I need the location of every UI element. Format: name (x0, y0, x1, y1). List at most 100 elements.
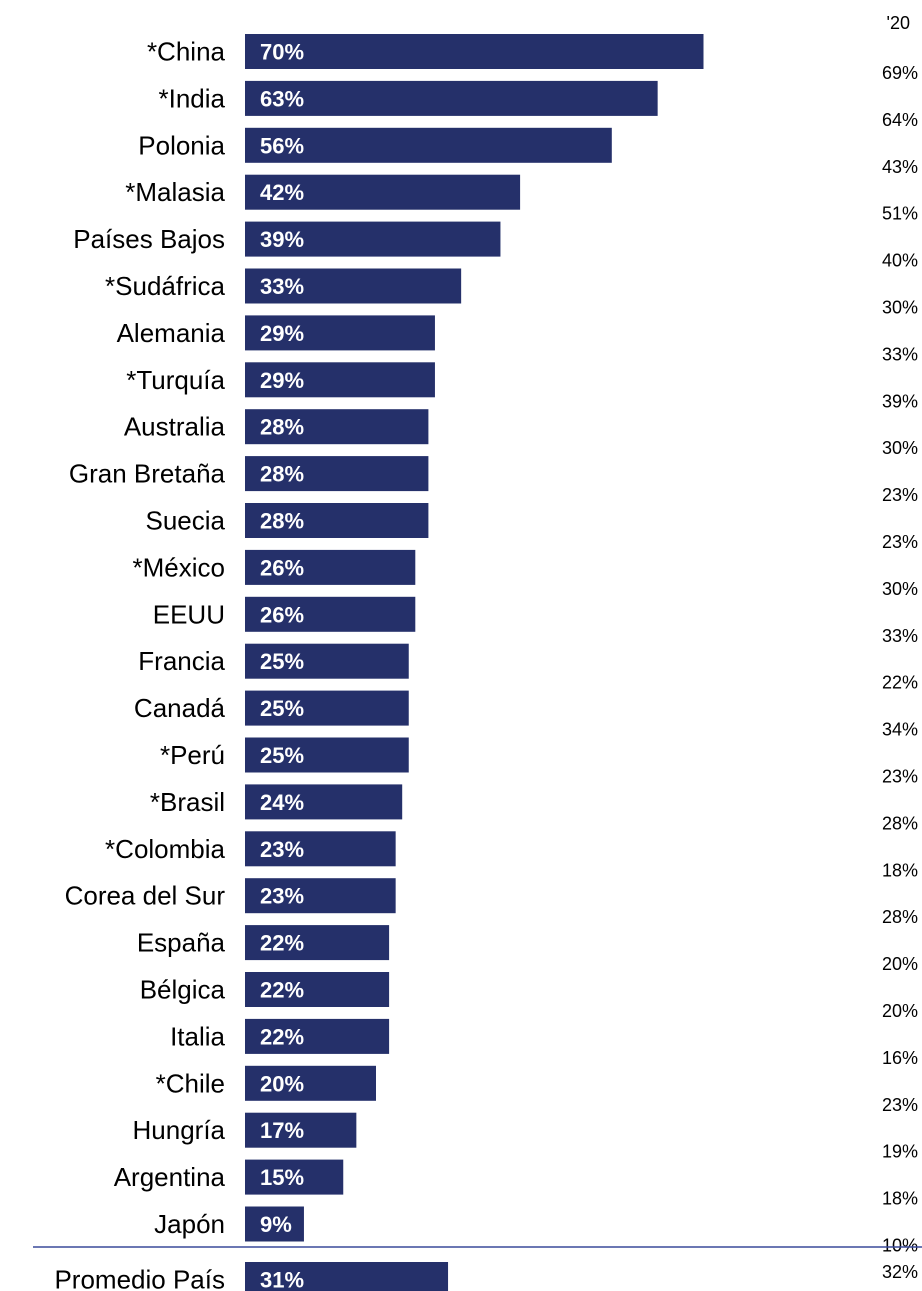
category-label: Hungría (133, 1115, 226, 1145)
category-label: EEUU (153, 599, 225, 629)
bar-value-label: 25% (260, 696, 304, 721)
category-label: Canadá (134, 693, 226, 723)
bar-row: *Brasil 24% 28% (150, 784, 918, 833)
category-label: *Malasia (125, 177, 225, 207)
bar-row: Bélgica 22% 20% (140, 972, 918, 1021)
category-label: España (137, 928, 226, 958)
bar (245, 315, 435, 351)
bar-value-label: 28% (260, 415, 304, 440)
category-label: Polonia (138, 130, 225, 160)
prev-year-value: 28% (882, 907, 918, 927)
category-label: Países Bajos (73, 224, 225, 254)
prev-year-value: 39% (882, 391, 918, 411)
summary-value-label: 31% (260, 1268, 304, 1291)
bar (245, 925, 390, 961)
category-label: Francia (138, 646, 225, 676)
category-label: *Colombia (105, 834, 225, 864)
bar-row: *Sudáfrica 33% 30% (105, 268, 918, 318)
category-label: Australia (124, 412, 226, 442)
bar-value-label: 22% (260, 931, 304, 956)
category-label: Suecia (146, 506, 226, 536)
bar-value-label: 29% (260, 368, 304, 393)
prev-year-value: 20% (882, 954, 918, 974)
category-label: *Brasil (150, 787, 225, 817)
bar-row: Suecia 28% 23% (146, 503, 918, 552)
bar-row: *India 63% 64% (159, 80, 918, 130)
bar (245, 972, 390, 1007)
bar-row: EEUU 26% 33% (153, 596, 918, 646)
bar-value-label: 25% (260, 649, 304, 674)
bar-row: Hungría 17% 19% (133, 1112, 918, 1162)
bar (245, 127, 612, 163)
prev-year-value: 18% (882, 860, 918, 880)
bar (245, 34, 704, 69)
bar-row: España 22% 20% (137, 925, 918, 974)
summary-prev-value: 32% (882, 1262, 918, 1282)
prev-year-value: 19% (882, 1142, 918, 1162)
category-label: *China (147, 37, 226, 67)
summary-bar (245, 1262, 449, 1291)
bar-row: *China 70% 69% (147, 34, 918, 83)
bar-row: Francia 25% 22% (138, 643, 918, 693)
bar (245, 690, 409, 726)
bar-row: Gran Bretaña 28% 23% (69, 456, 918, 505)
bar-value-label: 63% (260, 86, 304, 111)
prev-year-value: 10% (882, 1236, 918, 1256)
bar-value-label: 20% (260, 1071, 304, 1096)
bar-value-label: 28% (260, 462, 304, 487)
prev-year-value: 34% (882, 720, 918, 740)
bar-value-label: 9% (260, 1212, 292, 1237)
bar-row: *Turquía 29% 39% (126, 362, 918, 411)
prev-year-value: 23% (882, 1095, 918, 1115)
prev-year-value: 30% (882, 298, 918, 318)
category-label: Argentina (114, 1162, 226, 1192)
bar-row: Japón 9% 10% (154, 1206, 918, 1256)
bar-value-label: 33% (260, 274, 304, 299)
bar-row: *Perú 25% 23% (160, 737, 918, 787)
bar-row: *México 26% 30% (133, 549, 918, 599)
bar-value-label: 22% (260, 978, 304, 1003)
bar (245, 221, 501, 257)
bar-row: *Colombia 23% 18% (105, 831, 918, 880)
chart-rows: *China 70%69%*India 63%64%Polonia 56%43%*Ma… (65, 34, 918, 1256)
category-label: *Perú (160, 740, 225, 770)
bar-row: Argentina 15% 18% (114, 1159, 918, 1209)
bar (245, 80, 658, 116)
bar (245, 174, 521, 210)
category-label: Alemania (117, 318, 226, 348)
category-label: Corea del Sur (65, 881, 226, 911)
prev-year-value: 16% (882, 1048, 918, 1068)
bar (245, 878, 396, 914)
bar-row: *Chile 20% 23% (156, 1065, 918, 1115)
bar (245, 643, 409, 679)
bar-row: Polonia 56% 43% (138, 127, 918, 177)
bar-value-label: 26% (260, 555, 304, 580)
bar (245, 268, 462, 304)
summary-row: Promedio País 31% 32% (54, 1262, 918, 1291)
bar-row: Canadá 25% 34% (134, 690, 918, 740)
bar-row: *Malasia 42% 51% (125, 174, 918, 224)
bar (245, 1018, 390, 1054)
bar-value-label: 22% (260, 1024, 304, 1049)
bar-value-label: 28% (260, 509, 304, 534)
bar (245, 596, 416, 632)
bar-value-label: 70% (260, 40, 304, 65)
bar (245, 1065, 376, 1101)
bar (245, 831, 396, 867)
category-label: Gran Bretaña (69, 459, 226, 489)
bar-row: Italia 22% 16% (170, 1018, 918, 1068)
bar-value-label: 42% (260, 180, 304, 205)
prev-year-value: 43% (882, 157, 918, 177)
prev-year-value: 40% (882, 251, 918, 271)
prev-year-value: 30% (882, 579, 918, 599)
bar (245, 409, 429, 445)
prev-year-value: 33% (882, 626, 918, 646)
bar (245, 784, 403, 820)
prev-year-value: 33% (882, 344, 918, 364)
bar-value-label: 25% (260, 743, 304, 768)
bar (245, 737, 409, 773)
category-label: Japón (154, 1209, 225, 1239)
bar-row: Australia 28% 30% (124, 409, 918, 458)
bar-row: Corea del Sur 23% 28% (65, 878, 918, 927)
summary-label: Promedio País (54, 1265, 225, 1291)
